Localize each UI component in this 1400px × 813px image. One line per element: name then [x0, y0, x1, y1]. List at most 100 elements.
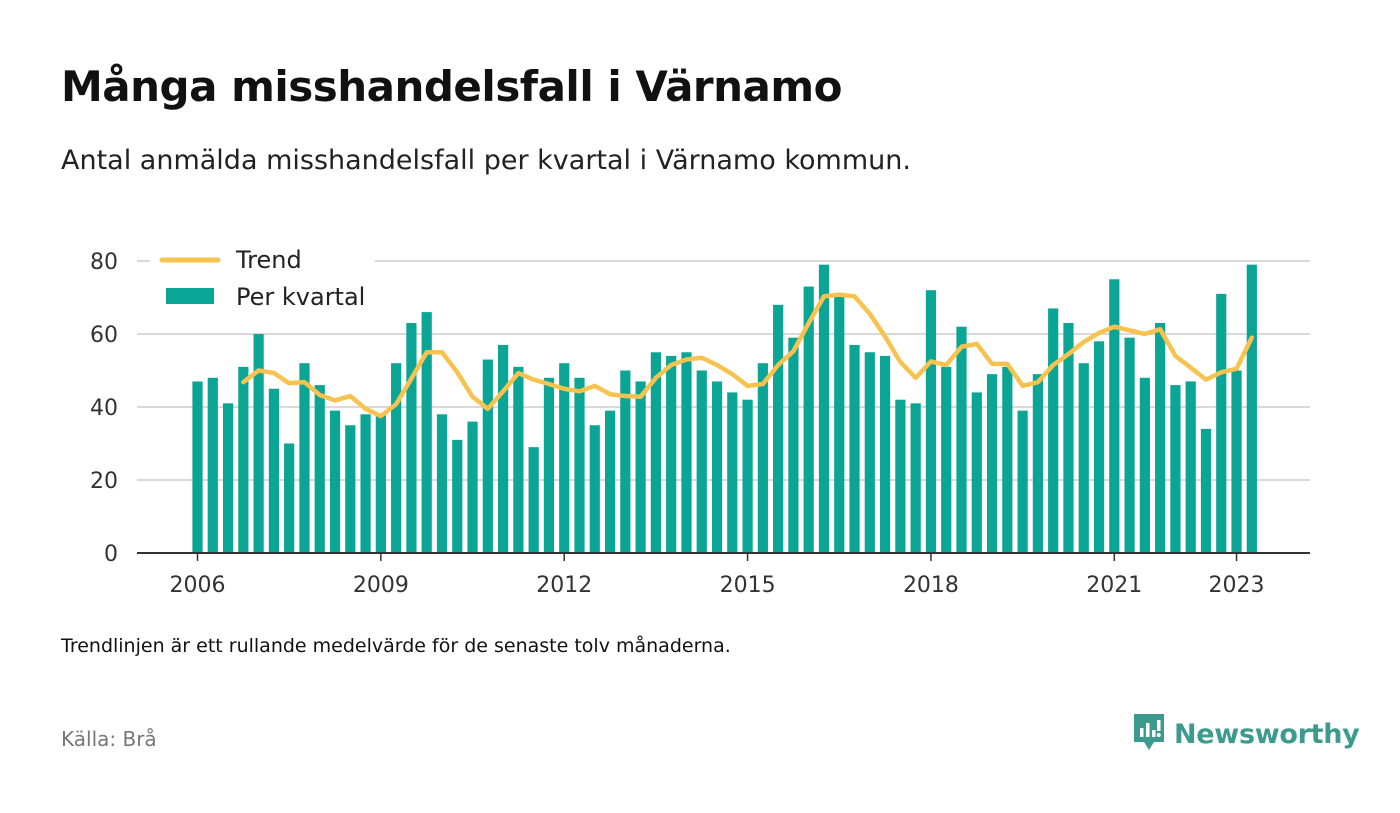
bar: [1063, 323, 1074, 553]
source-text: Källa: Brå: [61, 727, 157, 751]
bar: [360, 414, 371, 553]
bar: [666, 355, 677, 553]
bar: [513, 366, 524, 553]
x-tick-label: 2023: [1209, 573, 1265, 598]
bar: [1048, 308, 1059, 553]
bar: [1002, 366, 1013, 553]
x-tick-label: 2009: [353, 573, 409, 598]
bar: [421, 312, 432, 553]
bar: [406, 323, 417, 553]
bar: [773, 304, 784, 553]
bars: [192, 264, 1257, 553]
bar: [498, 344, 509, 553]
bar: [1017, 410, 1028, 553]
bar: [192, 381, 203, 553]
bar: [864, 352, 875, 553]
bar: [1231, 370, 1242, 553]
bar: [253, 334, 264, 553]
bar: [589, 425, 600, 553]
bar: [650, 352, 661, 553]
bar: [1170, 385, 1181, 553]
bar: [604, 410, 616, 553]
bar: [1185, 381, 1196, 553]
brand-logo[interactable]: Newsworthy: [1132, 712, 1360, 756]
bar: [1200, 428, 1212, 553]
bar: [528, 447, 539, 553]
bar: [345, 425, 356, 553]
page-subtitle: Antal anmälda misshandelsfall per kvarta…: [61, 145, 911, 176]
y-tick-label: 20: [90, 469, 118, 494]
bar: [986, 374, 998, 553]
x-axis-ticks: 2006 2009 2012 2015 2018 2021 2023: [170, 553, 1265, 598]
y-tick-label: 0: [104, 542, 118, 567]
trend-line: [241, 292, 1255, 419]
x-tick-label: 2021: [1086, 573, 1142, 598]
bar: [482, 359, 493, 553]
y-tick-label: 40: [90, 396, 118, 421]
bar: [1155, 323, 1166, 553]
y-axis-ticks: 0 20 40 60 80: [90, 250, 118, 567]
x-tick-label: 2018: [903, 573, 959, 598]
bar: [1246, 264, 1257, 553]
bar: [284, 443, 295, 553]
brand-name: Newsworthy: [1174, 718, 1360, 750]
bar: [436, 414, 448, 553]
bar: [299, 363, 310, 553]
bar: [880, 355, 891, 553]
legend-bar-label: Per kvartal: [236, 283, 365, 311]
bar: [849, 344, 860, 553]
legend: Trend Per kvartal: [150, 240, 375, 322]
bar: [971, 392, 982, 553]
bar: [727, 392, 738, 553]
bar: [238, 366, 249, 553]
bar: [222, 403, 234, 553]
bar: [834, 293, 845, 553]
bar: [574, 377, 585, 553]
bar: [696, 370, 707, 553]
page-title: Många misshandelsfall i Värnamo: [61, 62, 842, 111]
bar: [467, 421, 478, 553]
bar: [788, 337, 799, 553]
legend-background: [150, 240, 375, 322]
bar: [375, 414, 386, 553]
bar: [635, 381, 646, 553]
x-tick-label: 2012: [536, 573, 592, 598]
bar: [620, 370, 631, 553]
bar: [391, 363, 402, 553]
bar: [681, 352, 692, 553]
bar: [941, 366, 952, 553]
bar: [329, 410, 341, 553]
bar: [711, 381, 723, 553]
trend-line-layer: [241, 292, 1255, 419]
bar: [925, 290, 937, 553]
legend-trend-label: Trend: [235, 246, 302, 274]
bar: [1032, 374, 1043, 553]
y-tick-label: 80: [90, 250, 118, 275]
bar: [1109, 279, 1120, 553]
x-tick-label: 2015: [720, 573, 776, 598]
x-tick-label: 2006: [170, 573, 226, 598]
bar: [543, 377, 555, 553]
bar: [452, 439, 463, 553]
bar: [1216, 293, 1227, 553]
bar: [803, 286, 814, 553]
chart-note: Trendlinjen är ett rullande medelvärde f…: [61, 635, 731, 657]
bar: [1139, 377, 1150, 553]
bar: [207, 377, 218, 553]
bar: [757, 363, 768, 553]
bar: [818, 264, 830, 553]
newsworthy-logo-icon: [1132, 712, 1166, 756]
chart: 0 20 40 60 80 2006 2009 2012 2015 2018 2021 2023 T…: [90, 240, 1310, 598]
bar: [1078, 363, 1089, 553]
bar: [1124, 337, 1135, 553]
bar: [742, 399, 753, 553]
legend-bar-swatch: [166, 288, 214, 304]
bar: [314, 385, 325, 553]
y-tick-label: 60: [90, 323, 118, 348]
bar: [559, 363, 570, 553]
bar: [1093, 341, 1105, 553]
bar: [895, 399, 906, 553]
bar: [910, 403, 921, 553]
bar: [268, 388, 279, 553]
bar: [956, 326, 967, 553]
